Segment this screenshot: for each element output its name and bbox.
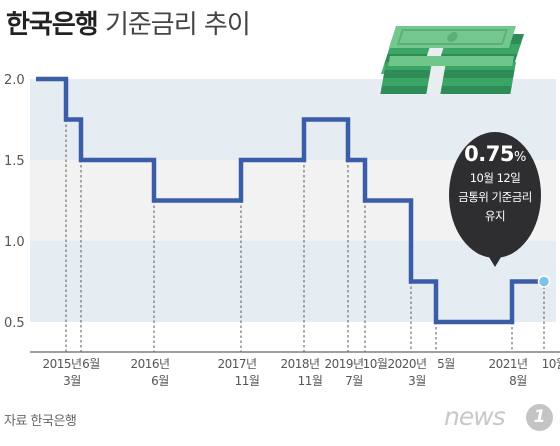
- callout-note-1: 금통위 기준금리: [458, 190, 532, 204]
- logo-badge: 1: [526, 404, 553, 431]
- title-bold: 한국은행: [6, 10, 99, 40]
- x-label-4: 2017년 11월: [217, 357, 259, 388]
- event-guidelines: [65, 119, 545, 352]
- x-label-8: 2020년 3월: [387, 357, 426, 388]
- title-light: 기준금리 추이: [97, 10, 251, 40]
- x-label-5: 2018년 11월: [280, 357, 322, 388]
- rate-series-line: [36, 76, 544, 325]
- x-label-10: 2021년 8월: [488, 357, 527, 388]
- chart-title: 한국은행 기준금리 추이: [6, 4, 251, 41]
- x-label-6: 2019년 7월: [324, 357, 363, 388]
- source-note: 자료 한국은행: [4, 414, 77, 429]
- x-label-7: 10월: [363, 357, 388, 371]
- y-tick-3: 2.0: [4, 73, 25, 88]
- news1-logo: news 1: [444, 400, 554, 434]
- x-label-2: 6월: [82, 357, 100, 371]
- callout-value: 0.75%: [464, 142, 526, 166]
- callout-note-2: 유지: [484, 209, 506, 223]
- y-tick-2: 1.5: [4, 154, 25, 169]
- y-tick-labels: 0.5 1.0 1.5 2.0: [4, 73, 25, 331]
- x-label-3: 2016년 6월: [130, 357, 169, 388]
- logo-text: news: [444, 402, 506, 431]
- x-label-11: 10월: [542, 357, 560, 371]
- x-label-9: 5월: [437, 357, 455, 371]
- y-tick-0: 0.5: [4, 316, 25, 331]
- y-tick-1: 1.0: [4, 235, 25, 250]
- callout-date: 10월 12일: [469, 171, 521, 185]
- money-stack-icon: [380, 26, 524, 94]
- current-rate-callout: 0.75% 10월 12일 금통위 기준금리 유지: [449, 132, 541, 267]
- x-label-1: 2015년 3월: [42, 357, 81, 388]
- current-rate-marker: [537, 275, 551, 288]
- band-2: [30, 241, 556, 322]
